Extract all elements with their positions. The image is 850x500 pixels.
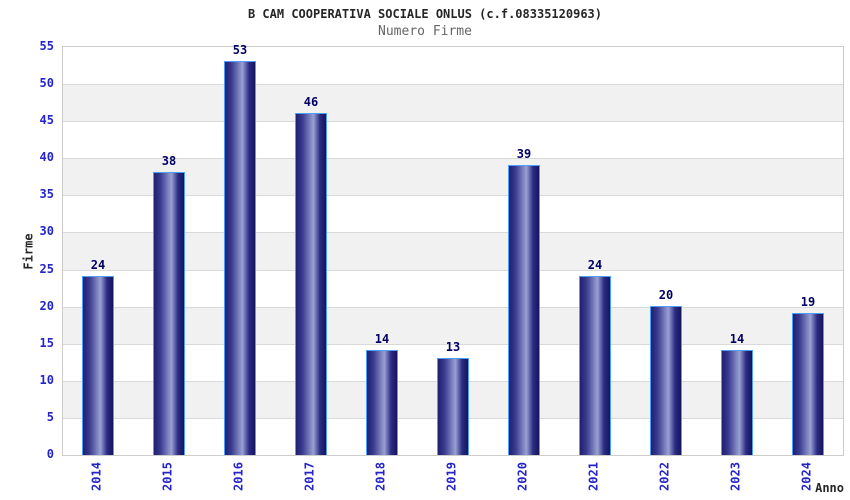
bar-value-label: 39: [516, 147, 532, 161]
y-tick-label: 50: [39, 76, 54, 91]
x-tick-label: 2015: [160, 462, 175, 491]
gridline: [63, 121, 843, 122]
y-tick-label: 55: [39, 39, 54, 53]
x-tick-label: 2023: [728, 462, 743, 491]
x-tick-label: 2016: [231, 462, 246, 491]
bar-value-label: 13: [445, 340, 461, 354]
gridline: [63, 158, 843, 159]
plot-band: [63, 269, 843, 307]
x-tick-label: 2020: [515, 462, 530, 491]
bar-2021: [579, 276, 611, 455]
chart-subtitle: Numero Firme: [378, 24, 472, 39]
bar-value-label: 53: [232, 43, 248, 57]
bar-value-label: 24: [587, 258, 603, 272]
y-tick-label: 15: [39, 335, 54, 350]
x-tick-label: 2018: [373, 462, 388, 491]
bar-value-label: 20: [658, 288, 674, 302]
y-tick-label: 5: [46, 409, 54, 424]
bar-2015: [153, 172, 185, 455]
x-tick-label: 2019: [444, 462, 459, 491]
bar-2023: [721, 350, 753, 455]
y-tick-label: 30: [39, 224, 54, 239]
bar-2020: [508, 165, 540, 455]
plot-band: [63, 121, 843, 159]
bar-2022: [650, 306, 682, 455]
y-tick-label: 35: [39, 187, 54, 202]
bar-2024: [792, 313, 824, 455]
plot-band: [63, 158, 843, 196]
x-tick-label: 2017: [302, 462, 317, 491]
plot-band: [63, 195, 843, 233]
bar-value-label: 46: [303, 95, 319, 109]
gridline: [63, 307, 843, 308]
gridline: [63, 232, 843, 233]
y-tick-label: 45: [39, 113, 54, 128]
y-tick-label: 0: [46, 447, 54, 461]
y-tick-label: 20: [39, 298, 54, 313]
bar-2018: [366, 350, 398, 455]
y-tick-label: 10: [39, 372, 54, 387]
x-axis-title: Anno: [815, 481, 844, 495]
bar-2016: [224, 61, 256, 455]
bar-value-label: 14: [374, 332, 390, 346]
y-tick-label: 40: [39, 150, 54, 165]
chart-title: B CAM COOPERATIVA SOCIALE ONLUS (c.f.083…: [247, 7, 602, 21]
bar-value-label: 14: [729, 332, 745, 346]
gridline: [63, 84, 843, 85]
gridline: [63, 195, 843, 196]
bar-value-label: 24: [90, 258, 106, 272]
x-tick-label: 2014: [89, 462, 104, 491]
plot-band: [63, 47, 843, 85]
plot-area: 24 38 53 46 14 13 39 24 20 14 19: [62, 43, 844, 456]
gridline: [63, 270, 843, 271]
y-tick-label: 25: [39, 261, 54, 276]
plot-band: [63, 306, 843, 344]
bar-2014: [82, 276, 114, 455]
x-tick-label: 2022: [657, 462, 672, 491]
bar-value-label: 38: [161, 154, 177, 168]
bar-2017: [295, 113, 327, 455]
bar-value-label: 19: [800, 295, 816, 309]
bar-2019: [437, 358, 469, 455]
x-tick-label: 2021: [586, 462, 601, 491]
gridline: [63, 344, 843, 345]
plot-band: [63, 232, 843, 270]
x-tick-label: 2024: [799, 462, 814, 491]
plot-band: [63, 84, 843, 122]
